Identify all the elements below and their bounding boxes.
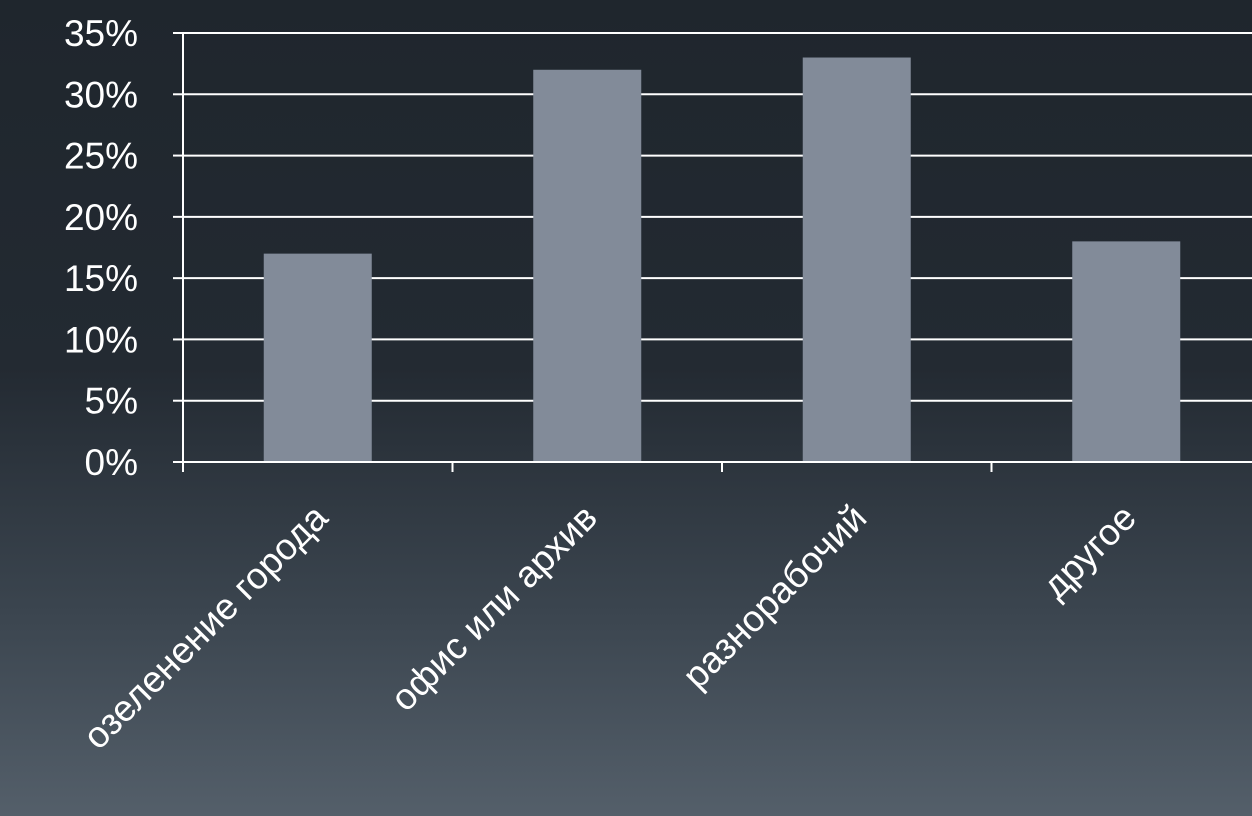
y-tick-label: 0%: [85, 442, 138, 483]
axes: [173, 32, 1252, 472]
x-category-label: разнорабочий: [675, 497, 875, 697]
y-tick-label: 35%: [64, 13, 138, 54]
x-category-label: офис или архив: [383, 497, 605, 719]
y-tick-label: 25%: [64, 136, 138, 177]
x-category-label: другое: [1034, 497, 1144, 607]
bars: [263, 57, 1181, 463]
y-tick-label: 15%: [64, 258, 138, 299]
bar: [802, 57, 911, 463]
bar: [1072, 241, 1181, 462]
y-axis-tick-labels: 0% 5% 10% 15% 20% 25% 30% 35%: [64, 13, 138, 483]
y-tick-label: 5%: [85, 381, 138, 422]
x-category-label: озеленение города: [75, 496, 335, 756]
bar: [533, 69, 642, 463]
y-tick-label: 20%: [64, 197, 138, 238]
x-axis-category-labels: озеленение города офис или архив разнорабо…: [75, 496, 1144, 756]
y-tick-label: 10%: [64, 319, 138, 360]
y-tick-label: 30%: [64, 74, 138, 115]
bar: [263, 253, 372, 462]
